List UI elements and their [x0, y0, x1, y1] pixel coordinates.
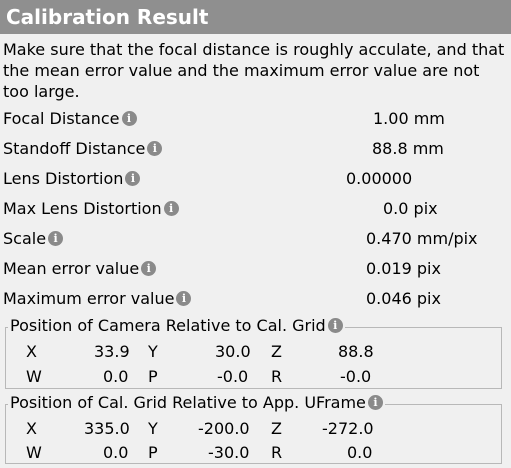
- result-row-max-lens-distortion: Max Lens Distortion i 0.0 pix: [3, 196, 508, 226]
- y-label: Y: [148, 342, 158, 361]
- z-value: -272.0: [322, 419, 374, 438]
- info-icon[interactable]: i: [367, 395, 383, 410]
- result-value: 0.470 mm/pix: [366, 229, 478, 248]
- result-label: Scale: [3, 229, 47, 248]
- r-label: R: [271, 443, 283, 462]
- p-label: P: [148, 367, 158, 386]
- result-row-focal-distance: Focal Distance i 1.00 mm: [3, 106, 508, 136]
- result-value: 0.019 pix: [366, 259, 441, 278]
- r-label: R: [271, 367, 283, 386]
- w-label: W: [26, 367, 42, 386]
- w-value: 0.0: [103, 367, 129, 386]
- x-label: X: [26, 342, 37, 361]
- p-value: -30.0: [208, 443, 250, 462]
- result-value: 0.0 pix: [383, 199, 438, 218]
- group-title: Position of Cal. Grid Relative to App. U…: [8, 393, 385, 413]
- z-label: Z: [271, 419, 282, 438]
- w-value: 0.0: [103, 443, 129, 462]
- x-value: 335.0: [84, 419, 130, 438]
- result-row-standoff-distance: Standoff Distance i 88.8 mm: [3, 136, 508, 166]
- r-value: 0.0: [347, 443, 373, 462]
- y-label: Y: [148, 419, 158, 438]
- result-label: Focal Distance: [3, 109, 120, 128]
- result-value: 88.8 mm: [372, 139, 444, 158]
- info-icon[interactable]: i: [163, 201, 179, 216]
- x-label: X: [26, 419, 37, 438]
- info-icon[interactable]: i: [125, 171, 141, 186]
- p-label: P: [148, 443, 158, 462]
- result-label: Max Lens Distortion: [3, 199, 162, 218]
- result-label: Maximum error value: [3, 289, 175, 308]
- result-value: 0.046 pix: [366, 289, 441, 308]
- group-title: Position of Camera Relative to Cal. Grid…: [8, 316, 345, 336]
- w-label: W: [26, 443, 42, 462]
- info-icon[interactable]: i: [147, 141, 163, 156]
- camera-position-group: Position of Camera Relative to Cal. Grid…: [5, 316, 502, 389]
- result-value: 1.00 mm: [373, 109, 445, 128]
- result-row-mean-error: Mean error value i 0.019 pix: [3, 256, 508, 286]
- result-row-lens-distortion: Lens Distortion i 0.00000: [3, 166, 508, 196]
- z-label: Z: [271, 342, 282, 361]
- result-label: Standoff Distance: [3, 139, 146, 158]
- x-value: 33.9: [94, 342, 130, 361]
- info-icon[interactable]: i: [121, 111, 137, 126]
- info-icon[interactable]: i: [141, 261, 157, 276]
- y-value: 30.0: [215, 342, 251, 361]
- info-icon[interactable]: i: [48, 231, 64, 246]
- result-row-scale: Scale i 0.470 mm/pix: [3, 226, 508, 256]
- grid-position-group: Position of Cal. Grid Relative to App. U…: [5, 393, 502, 464]
- panel-title: Calibration Result: [0, 0, 511, 34]
- info-icon[interactable]: i: [327, 318, 343, 333]
- info-icon[interactable]: i: [176, 291, 192, 306]
- result-label: Lens Distortion: [3, 169, 124, 188]
- result-value: 0.00000: [346, 169, 413, 188]
- p-value: -0.0: [217, 367, 249, 386]
- result-label: Mean error value: [3, 259, 140, 278]
- r-value: -0.0: [340, 367, 372, 386]
- result-row-max-error: Maximum error value i 0.046 pix: [3, 286, 508, 316]
- intro-text: Make sure that the focal distance is rou…: [3, 40, 505, 101]
- z-value: 88.8: [338, 342, 374, 361]
- y-value: -200.0: [198, 419, 250, 438]
